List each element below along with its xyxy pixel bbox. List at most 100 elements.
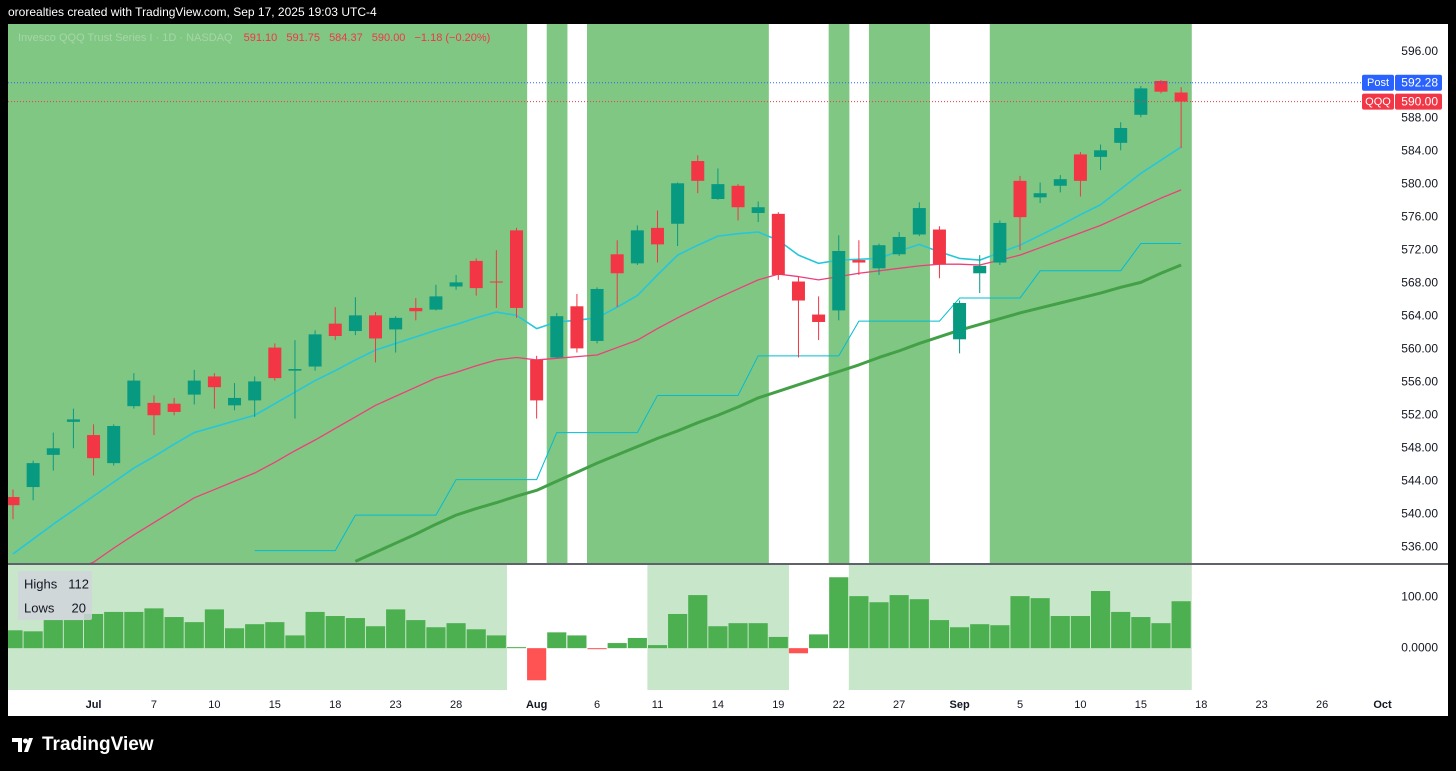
candle-body [912,208,926,235]
histogram-bar [285,635,305,649]
candle-body [207,376,221,388]
histogram-bar [668,613,688,649]
histogram-bar [23,631,43,649]
histogram-bar [224,628,245,649]
y-tick-label: 588.00 [1401,110,1438,124]
highlight-band [768,565,789,690]
highlight-band [909,24,930,563]
histogram-bar [486,635,506,649]
candle-body [228,397,242,406]
histogram-bar [1151,623,1171,649]
y-tick-label: 560.00 [1401,341,1438,355]
y-tick-label: 536.00 [1401,539,1438,553]
candle-body [288,369,302,371]
main-background [8,24,1192,563]
histogram-bar [950,627,970,649]
histogram-bar [607,643,627,649]
y-tick-label: 580.00 [1401,176,1438,190]
histogram-bar [184,622,204,649]
x-tick-label: Oct [1373,699,1392,711]
indicator-legend-box [18,571,92,620]
highlight-band [446,24,467,563]
highlight-band [707,24,729,563]
legend-value: 112 [68,576,89,591]
indicator-line [254,243,1182,552]
histogram-bar [627,637,647,649]
y-tick-label: 100.00 [1401,589,1438,603]
candle-body [348,315,362,332]
candle-body [671,183,685,224]
histogram-bar [506,647,527,649]
candle-body [1013,180,1027,218]
price-tag-value-bg [1395,93,1442,110]
highlight-band [868,24,890,563]
histogram-bar [647,645,668,649]
highlight-band [627,24,649,563]
candle-body [389,317,403,330]
candle-body [268,347,282,379]
x-tick-label: 26 [1316,699,1328,711]
histogram-bar [889,595,909,649]
y-tick-label: 544.00 [1401,473,1438,487]
x-tick-label: 23 [390,699,402,711]
highlight-band [43,24,64,563]
histogram-bar [990,625,1010,649]
highlight-band [989,24,1011,563]
histogram-bar [426,627,446,649]
histogram-bar [909,599,929,649]
highlight-band [667,24,689,563]
y-tick-label: 552.00 [1401,407,1438,421]
candle-body [167,403,181,412]
candle-body [530,359,544,401]
candle-body [751,207,765,214]
highlight-band [1171,24,1192,563]
highlight-band [224,24,246,563]
x-tick-label: 5 [1017,699,1023,711]
histogram-bar [849,596,869,649]
x-tick-label: 19 [772,699,784,711]
price-tag-value: 592.28 [1401,75,1438,89]
histogram-bar [1111,611,1131,649]
candle-body [731,185,745,208]
histogram-bar [1171,601,1191,649]
y-tick-label: 572.00 [1401,242,1438,256]
highlight-band [365,24,387,563]
candle-body [1174,92,1188,102]
histogram-bar [83,613,104,649]
histogram-bar [63,620,83,649]
histogram-bar [929,620,950,649]
candle-body [510,230,523,308]
legend-value: 20 [72,600,86,615]
histogram-bar [1030,598,1050,649]
candle-body [570,306,584,349]
histogram-bar [547,632,567,649]
y-tick-label: 556.00 [1401,374,1438,388]
x-tick-label: 11 [652,699,663,711]
candle-body [993,222,1007,263]
candle-body [66,419,80,422]
indicator-legend: Highs 112 Lows 20 [24,576,89,615]
high-label: 591.75 [286,32,320,44]
histogram-bar [1090,591,1111,649]
candle-body [308,334,322,367]
x-tick-label: 23 [1256,699,1268,711]
candle-body [711,184,725,199]
histogram-bar [265,622,285,649]
highlight-band [224,565,246,690]
highlight-band [1130,24,1152,563]
header-text: ororealties created with TradingView.com… [8,5,377,19]
histogram-bar [325,616,345,649]
indicator-line [89,189,1182,563]
symbol: Invesco QQQ Trust Series I · 1D · NASDAQ [18,32,233,44]
candle-body [892,236,906,255]
candle-body [187,380,201,395]
highlight-band [284,24,306,563]
histogram-bar [970,624,990,649]
highlight-band [687,24,709,563]
histogram-bar [809,634,829,649]
brand: TradingView [42,734,154,755]
histogram-bar [1050,616,1070,649]
candle-body [127,380,141,407]
histogram-bar [869,602,889,649]
candle-body [590,288,604,341]
